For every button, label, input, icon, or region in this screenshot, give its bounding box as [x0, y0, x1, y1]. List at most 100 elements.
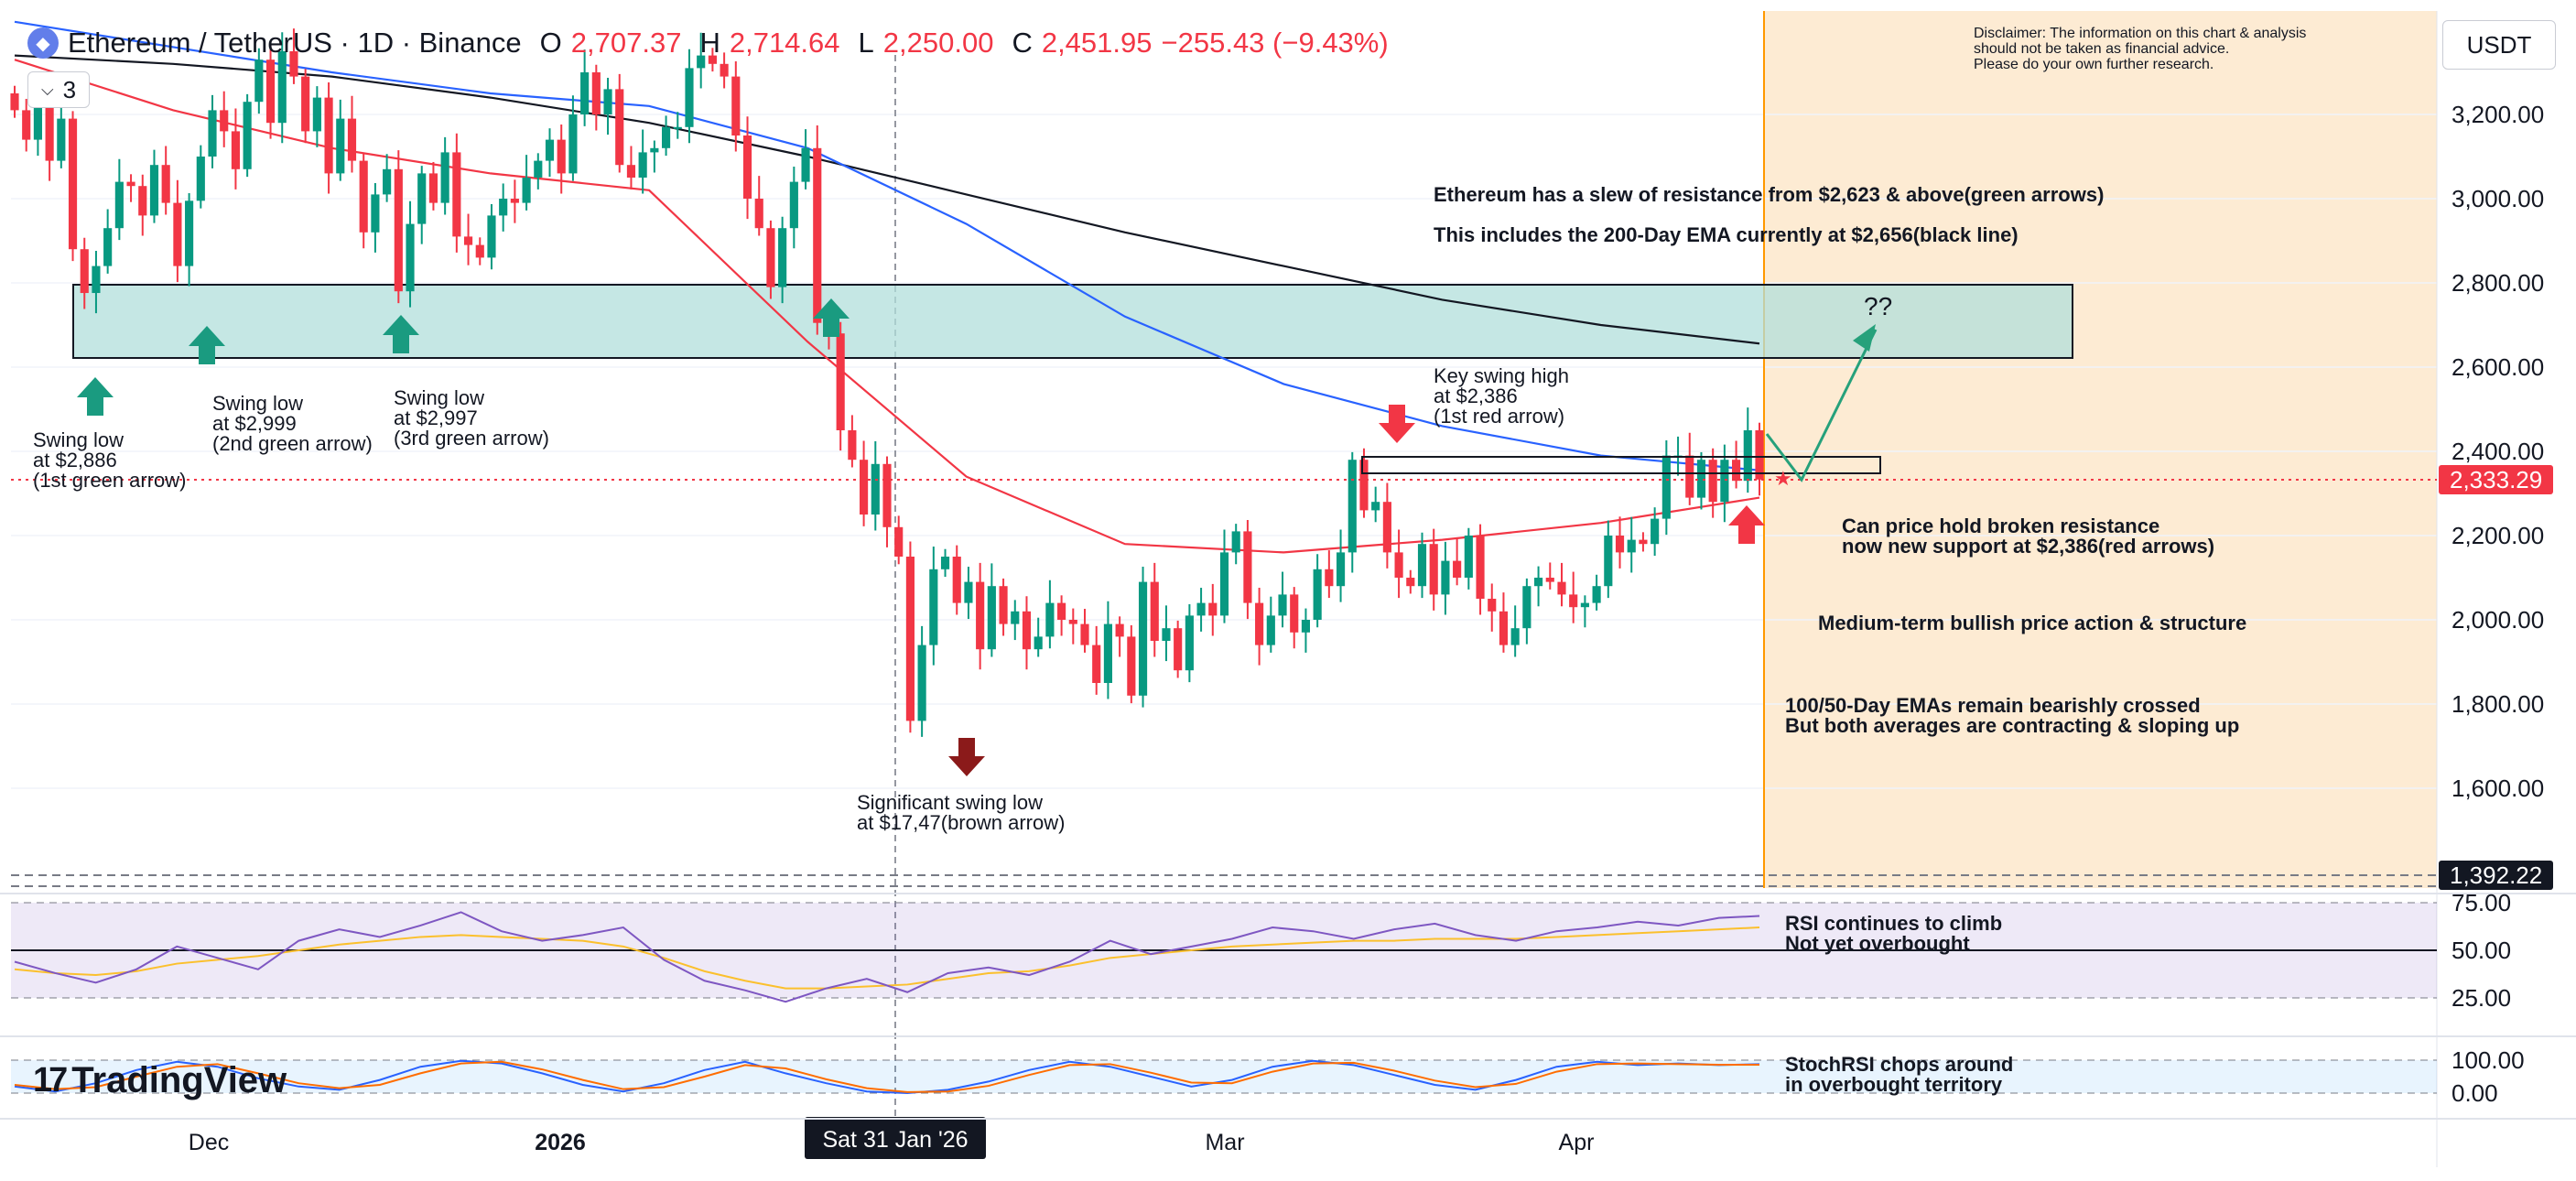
candle-body [836, 333, 845, 430]
candle-body [1196, 602, 1206, 616]
candle-body [1034, 636, 1043, 650]
candle-body [1336, 552, 1346, 587]
stoch-line [14, 1059, 1760, 1095]
candle-body [1592, 586, 1601, 603]
candle-body [1068, 620, 1077, 624]
candle-body [1011, 611, 1020, 624]
candle-body [452, 152, 461, 237]
candle-body [1510, 628, 1520, 645]
resistance-zone [72, 284, 2073, 359]
indicator-toggle-button[interactable]: ⌵ 3 [27, 71, 90, 108]
candle-body [1382, 502, 1391, 553]
y-tick-label: 2,800.00 [2452, 269, 2544, 297]
open-value: 2,707.37 [570, 27, 682, 59]
y-tick-label: 2,400.00 [2452, 438, 2544, 465]
candle-body [243, 102, 252, 169]
candle-body [1651, 518, 1660, 545]
candle-body [1255, 602, 1264, 645]
candle-body [33, 89, 42, 140]
tradingview-mark-icon: 17 [33, 1061, 68, 1100]
candle-body [487, 215, 496, 258]
candle-body [1348, 460, 1357, 553]
candle-body [1325, 569, 1334, 587]
x-tick-label: Dec [189, 1130, 229, 1155]
candle-body [1057, 602, 1066, 620]
candle-body [1045, 602, 1055, 637]
candle-body [1301, 620, 1311, 633]
candle-body [626, 165, 636, 178]
candle-body [440, 152, 449, 203]
candle-body [964, 581, 973, 603]
annotation-arrows: ★ [77, 298, 1792, 776]
candle-body [650, 147, 659, 153]
candle-body [1150, 581, 1159, 641]
candle-body [499, 199, 508, 216]
candle-body [568, 114, 578, 174]
bullish-structure-note: Medium-term bullish price action & struc… [1818, 612, 2247, 634]
disclaimer-text: Disclaimer: The information on this char… [1974, 26, 2307, 72]
candle-body [917, 645, 926, 721]
candle-body [324, 97, 333, 174]
crosshair-date-label: Sat 31 Jan '26 [822, 1127, 968, 1153]
candle-body [1103, 623, 1113, 683]
candle-body [801, 147, 810, 182]
y-tick-label: 2,200.00 [2452, 522, 2544, 549]
green-arrow-up-icon [189, 326, 225, 364]
candle-body [394, 168, 403, 292]
candle-body [999, 586, 1008, 624]
candle-body [1476, 536, 1485, 599]
candle-body [1533, 578, 1543, 587]
stoch-note: StochRSI chops around in overbought terr… [1785, 1053, 2014, 1096]
candle-body [1720, 460, 1729, 503]
candle-body [661, 126, 671, 148]
candle-body [534, 160, 543, 178]
candle-body [1219, 552, 1229, 616]
high-value: 2,714.64 [729, 27, 840, 59]
currency-button[interactable]: USDT [2442, 20, 2556, 70]
candle-body [952, 557, 961, 603]
stoch-band [11, 1060, 2437, 1093]
candle-body [1696, 460, 1706, 498]
candle-body [1243, 531, 1252, 603]
candle-body [265, 60, 276, 124]
green-arrow-up-icon [77, 377, 114, 416]
question-note: ?? [1864, 292, 1893, 320]
candle-body [545, 139, 555, 161]
candle-body [1755, 430, 1764, 480]
candle-body [638, 152, 647, 178]
low-label: L [858, 27, 874, 59]
candle-body [312, 97, 321, 132]
candle-body [1732, 460, 1741, 482]
candle-body [1231, 531, 1240, 553]
y-tick-label: 2,600.00 [2452, 353, 2544, 381]
candle-body [289, 51, 298, 77]
tradingview-logo[interactable]: 17 TradingView [33, 1060, 287, 1101]
close-label: C [1012, 27, 1033, 59]
candle-body [173, 202, 182, 266]
swing-low-2-note: Swing low at $2,999 (2nd green arrow) [212, 392, 373, 455]
change-value: −255.43 (−9.43%) [1161, 27, 1389, 59]
low-marker-tag: 1,392.22 [2439, 861, 2554, 890]
support-question-note: Can price hold broken resistance now new… [1842, 515, 2215, 558]
low-value: 2,250.00 [882, 27, 994, 59]
y-tick-label: 3,000.00 [2452, 185, 2544, 212]
symbol-header[interactable]: ◆ Ethereum / TetherUS · 1D · Binance O 2,… [27, 20, 1389, 66]
candle-body [347, 118, 357, 161]
candle-body [138, 186, 147, 216]
candle-body [731, 76, 741, 135]
y-tick-label: 1,800.00 [2452, 690, 2544, 718]
candle-body [1115, 623, 1124, 637]
stoch-tick-label: 0.00 [2452, 1079, 2498, 1107]
candle-body [929, 569, 938, 645]
rsi-tick-label: 50.00 [2452, 937, 2511, 964]
candle-body [92, 265, 101, 294]
candle-body [510, 199, 519, 203]
candle-body [1441, 560, 1450, 595]
candle-body [1569, 594, 1578, 608]
significant-low-note: Significant swing low at $17,47(brown ar… [857, 791, 1066, 834]
candle-body [1127, 636, 1136, 696]
green-arrow-up-icon [383, 315, 419, 353]
candle-body [1371, 502, 1380, 511]
candle-body [80, 249, 89, 294]
